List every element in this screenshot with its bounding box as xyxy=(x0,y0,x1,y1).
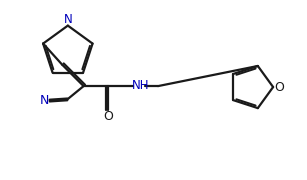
Text: O: O xyxy=(103,110,113,123)
Text: NH: NH xyxy=(131,79,149,92)
Text: N: N xyxy=(64,13,72,26)
Text: N: N xyxy=(40,94,49,107)
Text: O: O xyxy=(275,80,285,94)
